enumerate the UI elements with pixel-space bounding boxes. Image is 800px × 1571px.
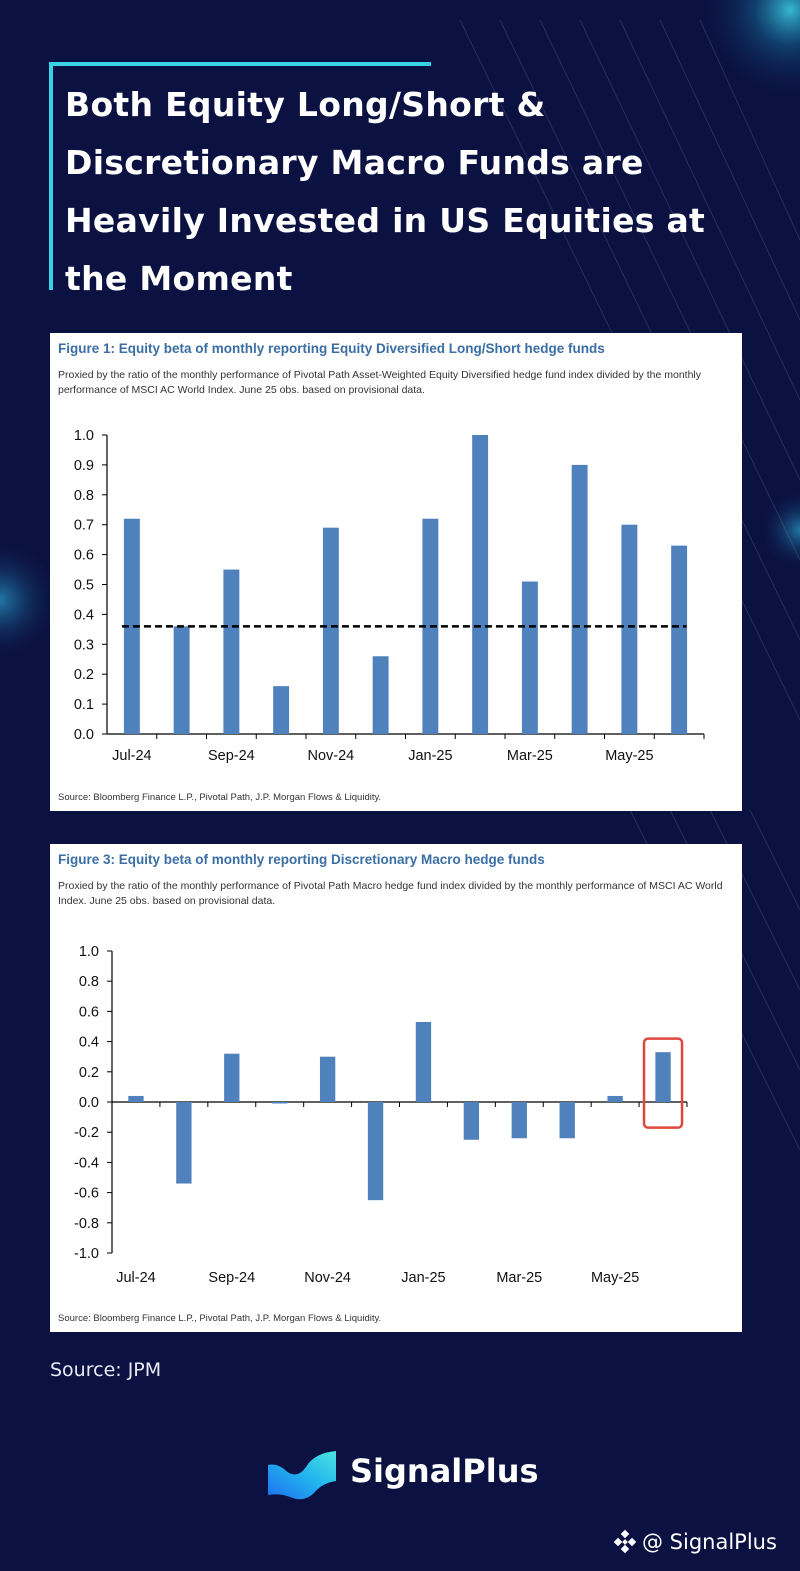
x-tick-label: Mar-25 [496, 1270, 542, 1286]
x-tick-label: Jul-24 [116, 1270, 156, 1286]
figure-1-source: Source: Bloomberg Finance L.P., Pivotal … [58, 792, 382, 803]
diamond-logo-icon [613, 1529, 637, 1554]
y-tick-label: 0.0 [79, 1095, 99, 1111]
y-tick-label: 0.8 [74, 488, 94, 504]
x-tick-label: Sep-24 [208, 748, 255, 764]
y-tick-label: -1.0 [74, 1246, 99, 1262]
headline-frame: Both Equity Long/Short & Discretionary M… [49, 62, 789, 298]
accent-rule-left [49, 62, 53, 290]
bar-apr-25 [559, 1102, 575, 1139]
y-tick-label: -0.6 [74, 1186, 99, 1202]
bar-dec-24 [367, 1102, 384, 1201]
social-handle-text: @ SignalPlus [642, 1530, 777, 1554]
figure-1-title: Figure 1: Equity beta of monthly reporti… [58, 341, 605, 356]
y-tick-label: 0.4 [74, 607, 94, 623]
y-tick-label: 0.9 [74, 458, 94, 474]
y-tick-label: -0.4 [74, 1155, 99, 1171]
y-tick-label: 0.3 [74, 637, 94, 653]
bar-oct-24 [273, 686, 290, 734]
social-handle: @ SignalPlus [612, 1529, 777, 1555]
bar-feb-25 [463, 1102, 480, 1140]
x-tick-label: Mar-25 [507, 748, 553, 764]
y-tick-label: 0.4 [79, 1035, 99, 1051]
figure-1-subtitle: Proxied by the ratio of the monthly perf… [58, 369, 701, 396]
x-tick-label: Nov-24 [308, 748, 355, 764]
figure-3-card: Figure 3: Equity beta of monthly reporti… [50, 844, 742, 1332]
bar-nov-24 [319, 1056, 336, 1102]
bar-mar-25 [521, 581, 538, 734]
y-tick-label: 0.8 [79, 974, 99, 990]
bar-aug-24 [173, 626, 190, 734]
y-tick-label: -0.8 [74, 1216, 99, 1232]
bar-jan-25 [415, 1021, 432, 1102]
y-tick-label: 0.2 [79, 1065, 99, 1081]
x-tick-label: Sep-24 [208, 1270, 255, 1286]
y-tick-label: 0.5 [74, 578, 94, 594]
y-tick-label: 0.0 [74, 727, 94, 743]
bar-sep-24 [223, 569, 240, 734]
bar-jul-24 [128, 1095, 144, 1102]
x-tick-label: May-25 [605, 748, 653, 764]
y-tick-label: 0.6 [79, 1004, 99, 1020]
signalplus-wave-logo [268, 1451, 336, 1500]
bar-apr-25 [571, 464, 588, 734]
bar-aug-24 [176, 1102, 192, 1184]
bar-sep-24 [224, 1053, 240, 1102]
x-tick-label: May-25 [591, 1270, 639, 1286]
figure-3-title: Figure 3: Equity beta of monthly reporti… [58, 852, 545, 867]
y-tick-label: 0.2 [74, 667, 94, 683]
source-note: Source: JPM [50, 1359, 162, 1381]
y-tick-label: 1.0 [79, 944, 99, 960]
bar-jun-25 [671, 545, 688, 734]
bar-nov-24 [322, 527, 339, 734]
x-tick-label: Nov-24 [304, 1270, 351, 1286]
figure-3-source: Source: Bloomberg Finance L.P., Pivotal … [58, 1313, 382, 1324]
figure-3-chart: -1.0 -0.8 -0.6 -0.4 -0.2 0.0 0.2 0.4 0.6 0.8 1.0 Ju… [74, 944, 688, 1286]
accent-rule-top [49, 62, 431, 66]
bar-may-25 [621, 524, 638, 734]
figure-1-card: Figure 1: Equity beta of monthly reporti… [50, 333, 742, 811]
y-tick-label: -0.2 [74, 1125, 99, 1141]
y-tick-label: 1.0 [74, 428, 94, 444]
bar-dec-24 [372, 656, 389, 734]
page-title: Both Equity Long/Short & Discretionary M… [65, 85, 706, 298]
x-tick-label: Jan-25 [401, 1270, 445, 1286]
y-tick-label: 0.7 [74, 518, 94, 534]
bar-jul-24 [123, 518, 140, 734]
bar-may-25 [607, 1095, 623, 1102]
x-tick-label: Jan-25 [408, 748, 452, 764]
y-tick-label: 0.6 [74, 548, 94, 564]
highlight-box [642, 1037, 684, 1129]
bar-oct-24 [272, 1102, 288, 1104]
figure-1-chart: 0.0 0.1 0.2 0.3 0.4 0.5 0.6 0.7 0.8 0.9 1.0 Jul-24 S… [74, 428, 705, 764]
brand-name: SignalPlus [350, 1452, 539, 1490]
x-tick-label: Jul-24 [112, 748, 152, 764]
y-tick-label: 0.1 [74, 697, 94, 713]
bar-jun-25 [655, 1052, 671, 1102]
figure-3-subtitle: Proxied by the ratio of the monthly perf… [58, 880, 723, 907]
bar-feb-25 [472, 435, 489, 734]
bar-mar-25 [511, 1102, 527, 1139]
